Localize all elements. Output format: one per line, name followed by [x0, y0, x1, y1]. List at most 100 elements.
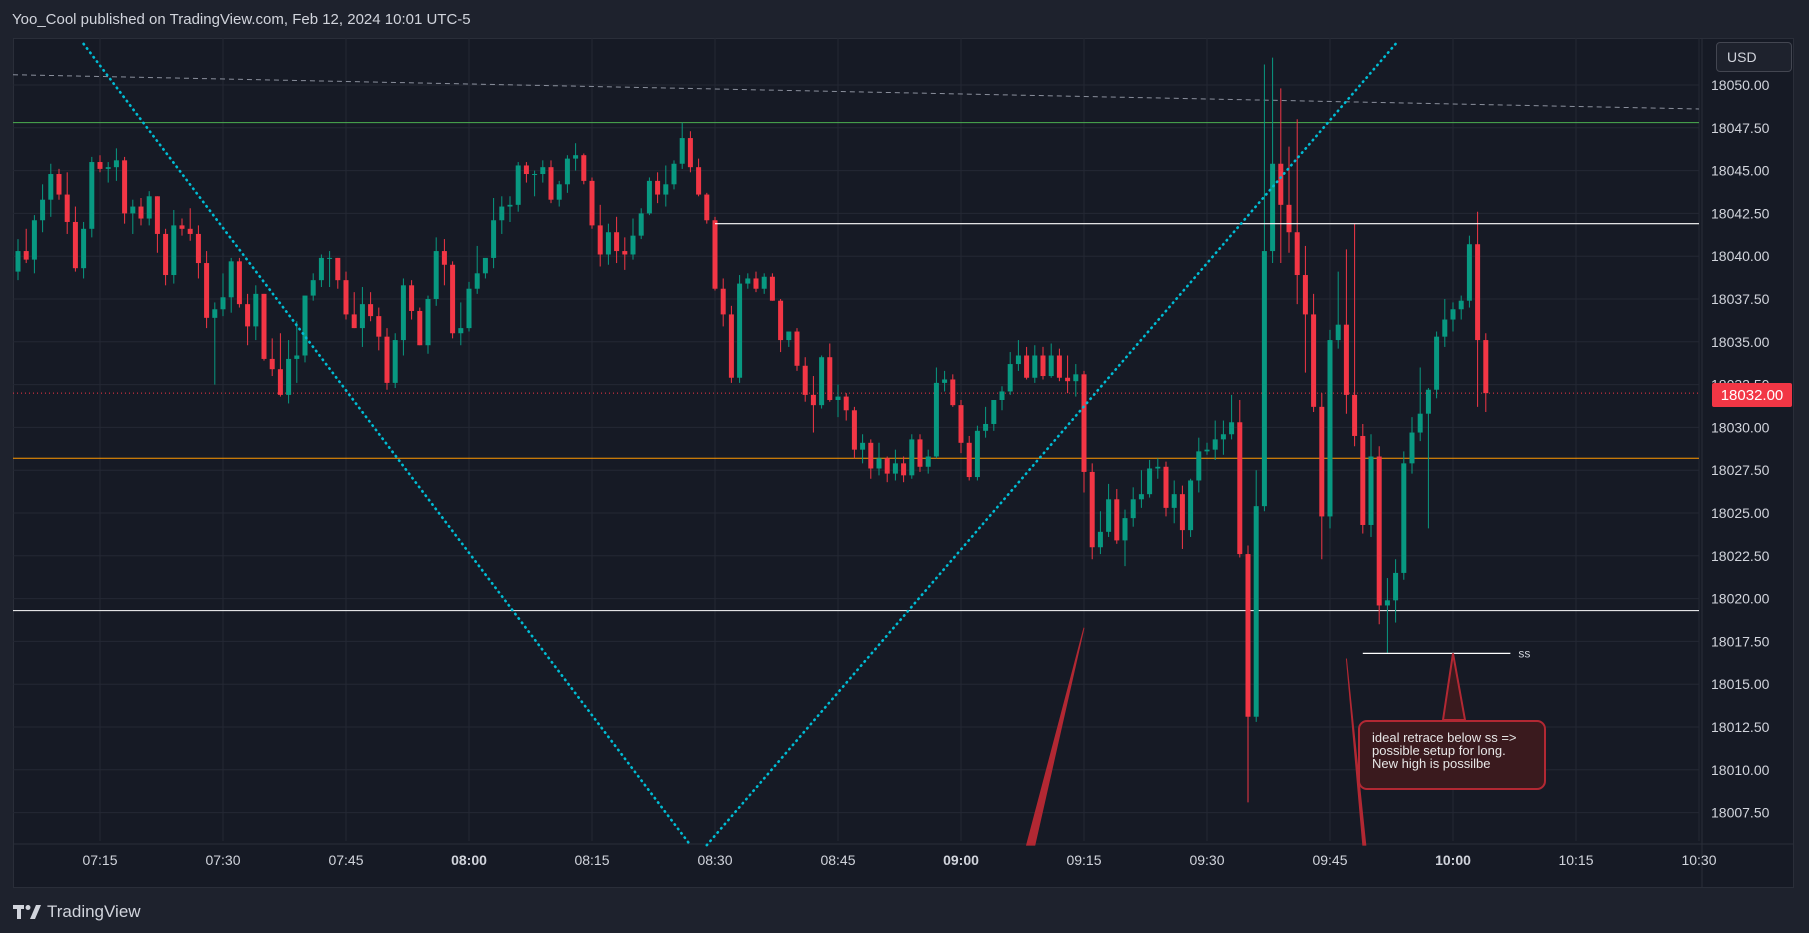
- candle-body: [1458, 300, 1464, 310]
- candle-body: [933, 382, 939, 457]
- candle-body: [1089, 471, 1095, 548]
- candle-body: [1376, 456, 1382, 606]
- arrow-pointer-1: [1025, 627, 1085, 846]
- candle-body: [1343, 324, 1349, 395]
- candle-body: [958, 405, 964, 443]
- candle-body: [532, 174, 538, 176]
- candle-body: [1163, 466, 1169, 508]
- candle-body: [1270, 163, 1276, 252]
- candle-body: [909, 439, 915, 476]
- candle-body: [1155, 466, 1161, 469]
- candle-body: [400, 285, 406, 341]
- candle-body: [655, 180, 661, 195]
- candle-body: [523, 165, 529, 175]
- candle-body: [212, 309, 218, 318]
- gridlines: [13, 38, 1700, 841]
- candle-body: [179, 225, 185, 229]
- candle-body: [1425, 389, 1431, 414]
- candle-body: [138, 206, 144, 219]
- y-tick-label: 18035.00: [1711, 334, 1770, 350]
- x-tick-label: 08:15: [574, 852, 609, 868]
- candle-body: [548, 167, 554, 200]
- candle-body: [392, 340, 398, 383]
- candles: [15, 57, 1489, 803]
- candle-body: [1261, 251, 1267, 507]
- candle-body: [195, 233, 201, 264]
- candle-body: [573, 155, 579, 159]
- candle-body: [835, 396, 841, 401]
- x-tick-label: 10:00: [1435, 852, 1471, 868]
- candle-body: [597, 225, 603, 255]
- x-tick-label: 09:45: [1312, 852, 1347, 868]
- candle-body: [868, 442, 874, 469]
- candle-body: [220, 297, 226, 310]
- candle-body: [1434, 336, 1440, 390]
- publisher-info: Yoo_Cool published on TradingView.com, F…: [12, 11, 471, 28]
- currency-label: USD: [1727, 49, 1757, 65]
- y-tick-label: 18040.00: [1711, 248, 1770, 264]
- candle-body: [327, 257, 333, 259]
- candle-body: [901, 463, 907, 476]
- candle-body: [253, 293, 259, 327]
- candle-body: [819, 357, 825, 406]
- tradingview-brand[interactable]: TradingView: [13, 900, 141, 924]
- candle-body: [1212, 439, 1218, 450]
- candle-body: [1450, 309, 1456, 320]
- candle-body: [1040, 355, 1046, 377]
- candle-body: [696, 167, 702, 195]
- candle-body: [343, 280, 349, 315]
- candle-body: [245, 304, 251, 327]
- candle-body: [778, 300, 784, 341]
- y-tick-label: 18025.00: [1711, 505, 1770, 521]
- x-tick-label: 09:00: [943, 852, 979, 868]
- candle-body: [843, 396, 849, 411]
- candle-body: [466, 288, 472, 329]
- candle-body: [1442, 319, 1448, 337]
- candle-body: [1081, 374, 1087, 472]
- candle-body: [56, 174, 62, 195]
- candle-body: [351, 314, 357, 329]
- candle-body: [589, 180, 595, 226]
- candle-body: [310, 280, 316, 296]
- candle-body: [884, 458, 890, 474]
- candle-body: [491, 220, 497, 258]
- candle-body: [384, 336, 390, 383]
- candle-body: [1073, 374, 1079, 382]
- candle-body: [1278, 163, 1284, 205]
- y-tick-label: 18012.50: [1711, 719, 1770, 735]
- candle-body: [728, 314, 734, 378]
- candle-body: [1032, 355, 1038, 378]
- candle-body: [991, 400, 997, 424]
- chart-canvas[interactable]: ss 18050.00 18047.50 18045.00 18042.50 18040.…: [13, 38, 1794, 888]
- candle-body: [1204, 449, 1210, 452]
- candle-body: [1319, 406, 1325, 517]
- annotation-callout[interactable]: ideal retrace below ss => possible setup…: [1358, 720, 1546, 790]
- candle-body: [113, 160, 119, 168]
- candle-body: [236, 261, 242, 305]
- candle-body: [368, 304, 374, 317]
- y-tick-label: 18050.00: [1711, 77, 1770, 93]
- candle-body: [1360, 435, 1366, 525]
- candle-body: [786, 331, 792, 341]
- candle-body: [1024, 355, 1030, 378]
- candle-body: [1335, 324, 1341, 341]
- footer-bar: [0, 892, 1809, 933]
- candle-body: [15, 251, 21, 272]
- candle-body: [622, 251, 628, 255]
- header-bar: Yoo_Cool published on TradingView.com, F…: [0, 0, 1809, 38]
- candle-body: [663, 184, 669, 195]
- candle-body: [474, 273, 480, 289]
- currency-button[interactable]: USD: [1716, 42, 1792, 72]
- candle-body: [827, 357, 833, 401]
- candle-body: [1311, 314, 1317, 407]
- candle-body: [917, 439, 923, 467]
- candle-body: [581, 155, 587, 181]
- candle-body: [810, 394, 816, 406]
- candle-body: [851, 410, 857, 450]
- candle-body: [1114, 499, 1120, 541]
- candle-body: [1220, 434, 1226, 440]
- candle-body: [1352, 394, 1358, 436]
- candle-body: [1179, 494, 1185, 531]
- candle-body: [1368, 456, 1374, 525]
- candle-body: [72, 221, 78, 269]
